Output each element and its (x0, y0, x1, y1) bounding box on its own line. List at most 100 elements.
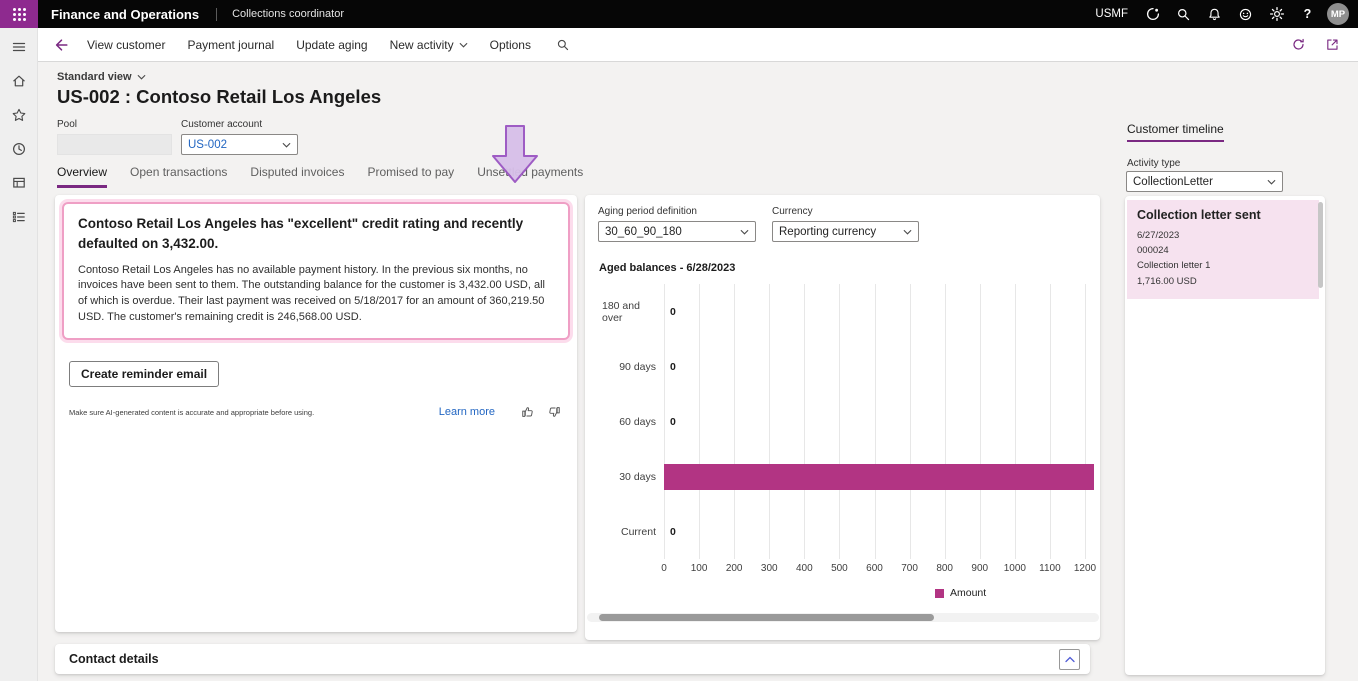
activity-type-combobox[interactable]: CollectionLetter (1126, 171, 1283, 192)
topbar-right-cluster: USMF ? MP (1095, 0, 1358, 28)
back-button[interactable] (46, 28, 76, 61)
toolbar-item-update-aging[interactable]: Update aging (285, 28, 378, 61)
customer-account-label: Customer account (181, 119, 263, 130)
tab-promised-to-pay[interactable]: Promised to pay (367, 165, 455, 179)
x-tick-label: 300 (760, 563, 778, 574)
x-tick-label: 0 (661, 563, 667, 574)
page-content: Standard view US-002 : Contoso Retail Lo… (38, 62, 1358, 681)
horizontal-scrollbar-thumb[interactable] (599, 614, 934, 621)
app-title: Finance and Operations (51, 6, 200, 22)
actionbar-right-cluster (1284, 31, 1346, 59)
view-selector[interactable]: Standard view (57, 71, 146, 83)
copilot-icon[interactable] (1137, 0, 1168, 28)
copilot-footer: Make sure AI-generated content is accura… (69, 403, 563, 421)
chart-legend: Amount (935, 587, 1100, 599)
aging-period-value: 30_60_90_180 (605, 225, 682, 238)
contact-details-section[interactable]: Contact details (55, 644, 1090, 674)
home-icon[interactable] (7, 70, 31, 92)
chart-gridline (979, 284, 981, 559)
notifications-icon[interactable] (1199, 0, 1230, 28)
toolbar-item-label: New activity (389, 37, 454, 52)
currency-field: Currency Reporting currency (772, 206, 919, 242)
feedback-icon[interactable] (1230, 0, 1261, 28)
timeline-entry-reference: 000024 (1137, 245, 1169, 257)
avatar[interactable]: MP (1327, 3, 1349, 25)
page-title: US-002 : Contoso Retail Los Angeles (57, 86, 382, 107)
workspace-icon[interactable] (7, 172, 31, 194)
toolbar-item-options[interactable]: Options (479, 28, 542, 61)
create-reminder-email-button[interactable]: Create reminder email (69, 361, 220, 388)
workspace-breadcrumb: Collections coordinator (232, 8, 344, 20)
waffle-icon (12, 7, 26, 21)
category-label: 90 days (619, 360, 656, 373)
recent-clock-icon[interactable] (7, 138, 31, 160)
x-tick-label: 200 (725, 563, 743, 574)
chevron-up-icon (1064, 656, 1075, 662)
ai-disclaimer-text: Make sure AI-generated content is accura… (69, 407, 315, 417)
chevron-down-icon (1267, 179, 1276, 185)
x-tick-label: 500 (831, 563, 848, 574)
company-selector[interactable]: USMF (1095, 8, 1128, 20)
aged-balances-chart: 180 and over 90 days 60 days 30 days Current… (602, 284, 1100, 559)
currency-combobox[interactable]: Reporting currency (772, 221, 919, 242)
aging-period-field: Aging period definition 30_60_90_180 (598, 206, 756, 242)
task-list-icon[interactable] (7, 206, 31, 228)
learn-more-link[interactable]: Learn more (438, 406, 495, 419)
contact-details-title: Contact details (69, 652, 159, 666)
toolbar-item-new-activity[interactable]: New activity (379, 28, 479, 61)
chart-bar (664, 463, 1094, 490)
chart-title: Aged balances - 6/28/2023 (599, 262, 736, 274)
tab-overview[interactable]: Overview (57, 165, 108, 188)
toolbar-item-view-customer[interactable]: View customer (76, 28, 176, 61)
help-icon[interactable]: ? (1303, 7, 1312, 21)
currency-value: Reporting currency (779, 225, 877, 238)
toolbar-search-icon[interactable] (548, 28, 578, 61)
chevron-down-icon (137, 74, 146, 80)
category-label: Current (620, 525, 656, 538)
customer-timeline-header[interactable]: Customer timeline (1127, 122, 1224, 142)
tab-open-transactions[interactable]: Open transactions (130, 165, 228, 179)
x-tick-label: 900 (971, 563, 989, 574)
value-label: 0 (670, 305, 676, 318)
settings-icon[interactable] (1261, 0, 1292, 28)
customer-account-field: Customer account US-002 (181, 119, 298, 155)
x-tick-label: 400 (795, 563, 813, 574)
open-in-new-window-icon[interactable] (1318, 31, 1346, 59)
chart-gridline (734, 284, 736, 559)
copilot-summary-panel: Contoso Retail Los Angeles has "excellen… (55, 195, 577, 632)
chart-x-axis: 0 100 200 300 400 500 600 700 800 900 1000 1100 1200 (661, 559, 1096, 575)
refresh-icon[interactable] (1284, 31, 1312, 59)
search-icon[interactable] (1168, 0, 1199, 28)
category-label: 180 and over (602, 299, 640, 324)
thumbs-up-icon[interactable] (519, 403, 537, 421)
aging-period-combobox[interactable]: 30_60_90_180 (598, 221, 756, 242)
chart-gridline (804, 284, 806, 559)
legend-swatch (935, 588, 944, 598)
customer-account-value: US-002 (188, 138, 227, 151)
legend-label: Amount (950, 587, 987, 599)
activity-type-label: Activity type (1127, 158, 1181, 169)
chart-plot: 0 0 0 0 (664, 284, 1096, 559)
collapse-section-button[interactable] (1059, 648, 1080, 670)
pool-field: Pool (57, 119, 172, 155)
app-launcher-button[interactable] (0, 0, 38, 28)
pool-input[interactable] (57, 134, 172, 155)
tab-disputed-invoices[interactable]: Disputed invoices (250, 165, 345, 179)
favorites-star-icon[interactable] (7, 104, 31, 126)
chevron-down-icon (282, 142, 291, 148)
timeline-entry-date: 6/27/2023 (1137, 230, 1180, 241)
timeline-entry-title: Collection letter sent (1137, 208, 1261, 222)
customer-account-combobox[interactable]: US-002 (181, 134, 298, 155)
vertical-scrollbar-thumb[interactable] (1318, 202, 1323, 288)
tab-strip: Overview Open transactions Disputed invo… (57, 165, 583, 188)
thumbs-down-icon[interactable] (545, 403, 563, 421)
toolbar-item-label: Options (489, 37, 531, 52)
chart-gridline (769, 284, 771, 559)
copilot-headline: Contoso Retail Los Angeles has "excellen… (78, 216, 524, 252)
chart-gridline (1049, 284, 1051, 559)
chart-gridline (1085, 284, 1086, 559)
toolbar-item-payment-journal[interactable]: Payment journal (176, 28, 285, 61)
value-label: 0 (670, 360, 676, 373)
timeline-entry[interactable]: Collection letter sent 6/27/2023 000024 … (1127, 200, 1319, 299)
menu-icon[interactable] (7, 36, 31, 58)
